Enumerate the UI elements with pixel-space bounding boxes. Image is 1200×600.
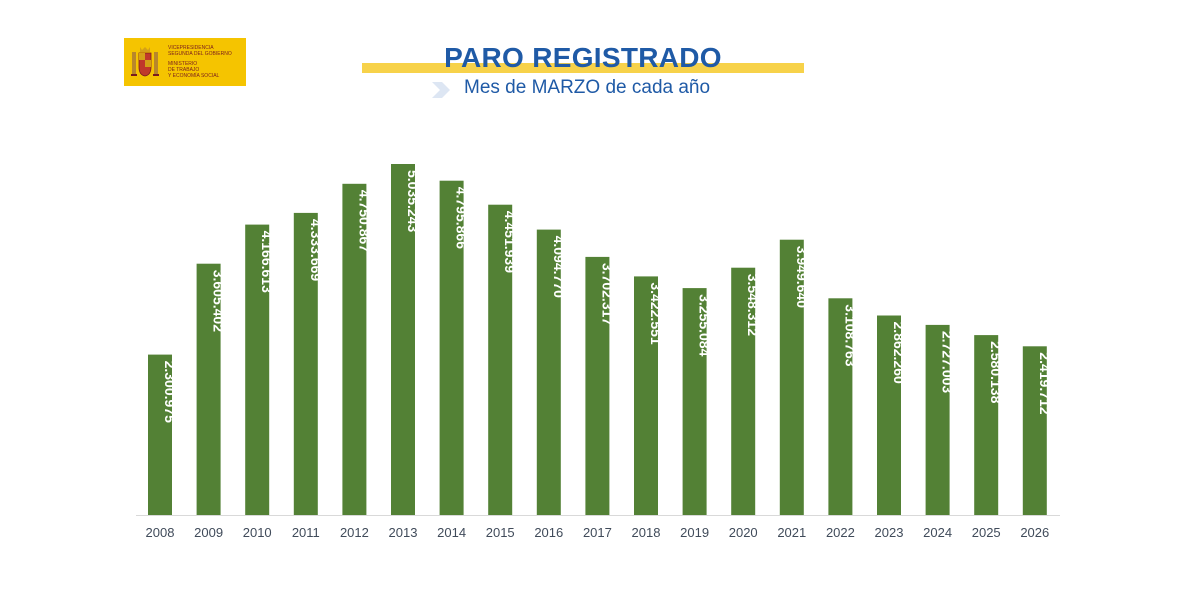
x-tick-label-2023: 2023 <box>875 525 904 540</box>
bar-2008 <box>148 354 172 515</box>
bar-2011 <box>293 212 318 515</box>
coat-of-arms-icon <box>131 47 159 77</box>
data-label-2008: 2.300.975 <box>162 361 178 423</box>
bar-2009 <box>196 263 221 515</box>
bar-2023 <box>877 315 901 515</box>
data-label-2013: 5.035.243 <box>405 170 421 232</box>
bar-2013 <box>391 164 415 515</box>
x-tick-label-2022: 2022 <box>826 525 855 540</box>
bar-2010 <box>245 224 270 515</box>
data-label-2010: 4.166.613 <box>259 231 275 293</box>
data-label-2014: 4.795.866 <box>454 187 470 249</box>
data-label-2016: 4.094.770 <box>551 236 567 298</box>
data-label-2022: 3.108.763 <box>842 304 858 366</box>
page-title: PARO REGISTRADO <box>444 42 722 73</box>
data-label-2024: 2.727.003 <box>940 331 956 393</box>
logo-line-3: Ministerio <box>168 61 198 67</box>
x-tick-label-2018: 2018 <box>632 525 661 540</box>
bar-2020 <box>731 267 756 515</box>
data-label-2018: 3.422.551 <box>648 282 664 344</box>
data-label-2023: 2.862.260 <box>891 322 907 384</box>
x-tick-label-2024: 2024 <box>923 525 952 540</box>
data-label-2021: 3.949.640 <box>794 246 810 308</box>
page-subtitle: Mes de MARZO de cada año <box>464 77 711 98</box>
bar-2021 <box>779 239 804 515</box>
bar-2022 <box>828 298 853 515</box>
logo-line-5: y Economía Social <box>168 73 220 79</box>
x-tick-label-2011: 2011 <box>292 525 320 540</box>
data-label-2009: 3.605.402 <box>211 270 227 332</box>
logo-text: Vicepresidencia Segunda del Gobierno Min… <box>168 45 232 79</box>
bar-2017 <box>585 256 610 515</box>
data-label-2019: 3.255.084 <box>697 294 713 356</box>
x-tick-label-2016: 2016 <box>534 525 563 540</box>
bar-2018 <box>634 276 658 515</box>
title-highlight-band <box>362 63 804 73</box>
bar-2026 <box>1022 346 1047 515</box>
data-label-2011: 4.333.669 <box>308 219 324 281</box>
x-tick-label-2026: 2026 <box>1020 525 1049 540</box>
ministry-logo: Vicepresidencia Segunda del Gobierno Min… <box>124 38 246 86</box>
data-label-2026: 2.419.712 <box>1037 352 1053 414</box>
data-label-2020: 3.548.312 <box>745 274 761 336</box>
bar-2012 <box>342 183 367 516</box>
x-tick-label-2009: 2009 <box>194 525 223 540</box>
bar-2024 <box>925 324 950 515</box>
x-tick-label-2008: 2008 <box>146 525 175 540</box>
x-tick-label-2013: 2013 <box>389 525 418 540</box>
x-tick-label-2015: 2015 <box>486 525 515 540</box>
data-label-2015: 4.451.939 <box>502 211 518 273</box>
data-label-2012: 4.750.867 <box>356 190 372 252</box>
bar-2016 <box>536 229 561 515</box>
x-tick-label-2021: 2021 <box>777 525 806 540</box>
logo-line-1: Vicepresidencia <box>168 45 214 51</box>
bar-2014 <box>439 180 464 515</box>
bar-2025 <box>974 335 999 515</box>
bar-2015 <box>488 204 513 515</box>
x-tick-label-2025: 2025 <box>972 525 1001 540</box>
data-label-2017: 3.702.317 <box>599 263 615 325</box>
logo-line-2: Segunda del Gobierno <box>168 51 232 57</box>
x-tick-label-2019: 2019 <box>680 525 709 540</box>
x-tick-label-2014: 2014 <box>437 525 466 540</box>
x-tick-label-2017: 2017 <box>583 525 612 540</box>
x-tick-label-2012: 2012 <box>340 525 369 540</box>
data-label-2025: 2.580.138 <box>988 341 1004 403</box>
x-tick-label-2020: 2020 <box>729 525 758 540</box>
logo-line-4: de Trabajo <box>168 67 200 73</box>
bar-2019 <box>682 288 707 515</box>
x-tick-label-2010: 2010 <box>243 525 272 540</box>
chevron-right-icon <box>432 82 450 98</box>
